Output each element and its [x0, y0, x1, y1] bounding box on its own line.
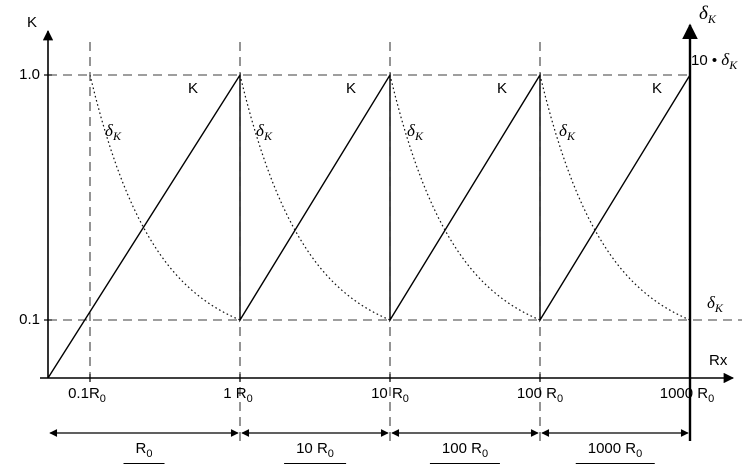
right-bottom-annotation-symbol: δ — [707, 293, 715, 312]
delta-sub: K — [112, 129, 121, 143]
range-sub: 0 — [481, 448, 489, 460]
k-curve-label-3: K — [651, 80, 663, 97]
range-sub: 0 — [636, 448, 643, 460]
left-tick-label-1: 1.0 — [19, 66, 40, 83]
x-tick-label-1: 1 R0 — [223, 385, 253, 405]
x-tick-sub: 0 — [402, 393, 409, 405]
delta-curve-label-1: δK — [256, 121, 272, 143]
x-tick-label-4: 1000 R0 — [659, 385, 715, 405]
right-axis-title: δK — [699, 3, 716, 26]
x-tick-text: 1 R — [223, 385, 247, 402]
right-axis-title-symbol: δ — [699, 3, 708, 24]
k-curve-label-1: K — [345, 80, 357, 97]
x-axis-title: Rx — [709, 352, 728, 369]
right-top-annotation-symbol: δ — [721, 50, 730, 69]
x-tick-sub: 0 — [708, 393, 715, 405]
delta-symbol: δ — [559, 121, 567, 140]
delta-sub: K — [566, 129, 575, 143]
x-tick-text: 100 R — [516, 385, 557, 402]
delta-sub: K — [263, 129, 272, 143]
k-series — [47, 72, 691, 379]
delta-symbol: δ — [256, 121, 264, 140]
left-axis-title: K — [27, 14, 38, 31]
series-layer — [47, 72, 691, 379]
right-top-annotation-sub: K — [729, 58, 738, 72]
range-label-1: 10 R0 — [284, 440, 346, 465]
right-axis-title-sub: K — [707, 12, 716, 26]
x-tick-label-2: 10 R0 — [371, 385, 409, 405]
axes-layer — [40, 23, 735, 441]
ticks-layer — [44, 74, 691, 382]
gridlines-layer — [48, 42, 742, 441]
range-label-0: R0 — [123, 440, 165, 465]
delta-curve-label-2: δK — [407, 121, 423, 143]
delta-curve-label-0: δK — [105, 121, 121, 143]
x-tick-sub: 0 — [246, 393, 253, 405]
left-tick-label-0p1: 0.1 — [19, 311, 40, 328]
k-curve-label-2: K — [496, 80, 508, 97]
k-curve-label-0: K — [187, 80, 199, 97]
delta-sub: K — [414, 129, 423, 143]
range-text: 1000 R — [587, 440, 637, 457]
delta-symbol: δ — [105, 121, 113, 140]
x-tick-label-0: 0.1R0 — [68, 385, 106, 405]
right-bottom-annotation: δK — [707, 293, 723, 315]
range-sub: 0 — [146, 448, 153, 460]
x-tick-text: 0.1R — [68, 385, 100, 402]
range-label-3: 1000 R0 — [575, 440, 655, 465]
range-text: R — [135, 440, 147, 457]
range-text: 10 R — [296, 440, 328, 457]
delta-symbol: δ — [407, 121, 415, 140]
x-tick-sub: 0 — [556, 393, 564, 405]
x-tick-sub: 0 — [99, 393, 106, 405]
x-tick-text: 10 R — [371, 385, 403, 402]
range-text: 100 R — [441, 440, 482, 457]
right-top-annotation-text: 10 • — [691, 52, 722, 69]
right-bottom-annotation-sub: K — [714, 301, 723, 315]
range-label-2: 100 R0 — [429, 440, 501, 465]
right-top-annotation: 10 • δK — [691, 50, 738, 72]
delta-curve-label-3: δK — [559, 121, 575, 143]
x-tick-label-3: 100 R0 — [516, 385, 564, 405]
range-sub: 0 — [327, 448, 334, 460]
x-tick-text: 1000 R — [659, 385, 709, 402]
